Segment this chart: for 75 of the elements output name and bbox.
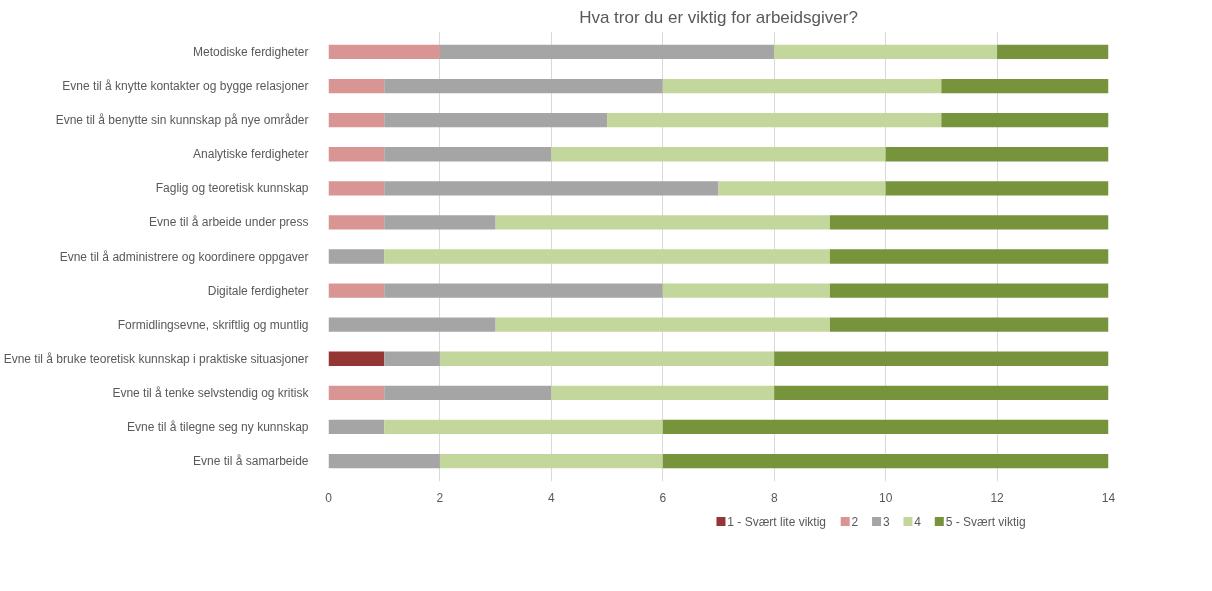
legend-label: 4 — [914, 515, 922, 529]
bar — [439, 44, 775, 60]
y-tick-label: Evne til å tenke selvstendig og kritisk — [112, 385, 310, 400]
y-tick-label: Digitale ferdigheter — [207, 283, 309, 298]
bar — [718, 181, 886, 196]
bar — [328, 419, 385, 435]
y-tick-label: Faglig og teoretisk kunnskap — [155, 181, 309, 196]
bar — [328, 317, 496, 332]
bar — [439, 351, 775, 366]
y-tick-label: Evne til å benytte sin kunnskap på nye områder — [55, 113, 309, 128]
bar — [997, 44, 1109, 60]
bar — [829, 249, 1109, 264]
bar — [328, 351, 385, 366]
bar — [885, 147, 1109, 162]
bar — [941, 112, 1109, 128]
bar — [662, 78, 942, 94]
bar — [941, 78, 1109, 94]
bar — [384, 249, 830, 264]
bar — [384, 78, 663, 94]
y-tick-label: Evne til å tilegne seg ny kunnskap — [127, 419, 309, 434]
y-tick-label: Evne til å knytte kontakter og bygge relasjoner — [62, 79, 309, 94]
legend-label: 3 — [882, 515, 890, 529]
bar — [328, 385, 385, 401]
bar — [328, 453, 440, 469]
bar — [328, 44, 440, 60]
x-tick-label: 2 — [436, 490, 444, 505]
bar — [829, 283, 1109, 298]
x-tick-label: 8 — [770, 490, 778, 505]
bar — [328, 147, 385, 162]
bar — [384, 351, 440, 366]
bar — [384, 419, 663, 435]
bar — [551, 147, 886, 162]
x-tick-label: 10 — [878, 490, 893, 505]
bar — [774, 44, 998, 60]
bar — [495, 317, 830, 332]
y-tick-label: Evne til å administrere og koordinere oppgaver — [59, 249, 309, 264]
x-tick-label: 12 — [990, 490, 1005, 505]
bar — [829, 317, 1109, 332]
y-tick-label: Evne til å bruke teoretisk kunnskap i praktiske situasjoner — [3, 351, 309, 366]
y-tick-label: Analytiske ferdigheter — [193, 147, 309, 162]
x-tick-label: 6 — [659, 490, 667, 505]
bar — [662, 419, 1109, 435]
bar — [328, 215, 385, 230]
bar — [495, 215, 830, 230]
legend-label: 1 - Svært lite viktig — [727, 514, 827, 529]
bar — [328, 249, 385, 264]
bar — [774, 385, 1109, 401]
bar — [384, 147, 552, 162]
y-tick-label: Evne til å samarbeide — [193, 454, 309, 469]
bar — [774, 351, 1109, 366]
bar — [885, 181, 1109, 196]
bar — [439, 453, 663, 469]
bar — [662, 453, 1109, 469]
bar — [328, 112, 385, 128]
bar — [551, 385, 775, 401]
bar — [662, 283, 830, 298]
bar — [384, 283, 663, 298]
x-tick-label: 14 — [1101, 490, 1116, 505]
y-tick-label: Formidlingsevne, skriftlig og muntlig — [117, 317, 309, 332]
x-tick-label: 4 — [548, 490, 556, 505]
legend-label: 5 - Svært viktig — [945, 514, 1026, 529]
bar — [607, 112, 942, 128]
bar — [384, 112, 608, 128]
bar — [384, 215, 496, 230]
y-tick-label: Metodiske ferdigheter — [193, 44, 309, 59]
bar — [384, 385, 552, 401]
bar — [328, 283, 385, 298]
bar — [829, 215, 1109, 230]
legend-label: 2 — [851, 515, 859, 529]
bar — [384, 181, 719, 196]
chart-title: Hva tror du er viktig for arbeidsgiver? — [579, 7, 858, 27]
bar — [328, 78, 385, 94]
y-tick-label: Evne til å arbeide under press — [149, 215, 309, 230]
bar — [328, 181, 385, 196]
x-tick-label: 0 — [325, 490, 333, 505]
